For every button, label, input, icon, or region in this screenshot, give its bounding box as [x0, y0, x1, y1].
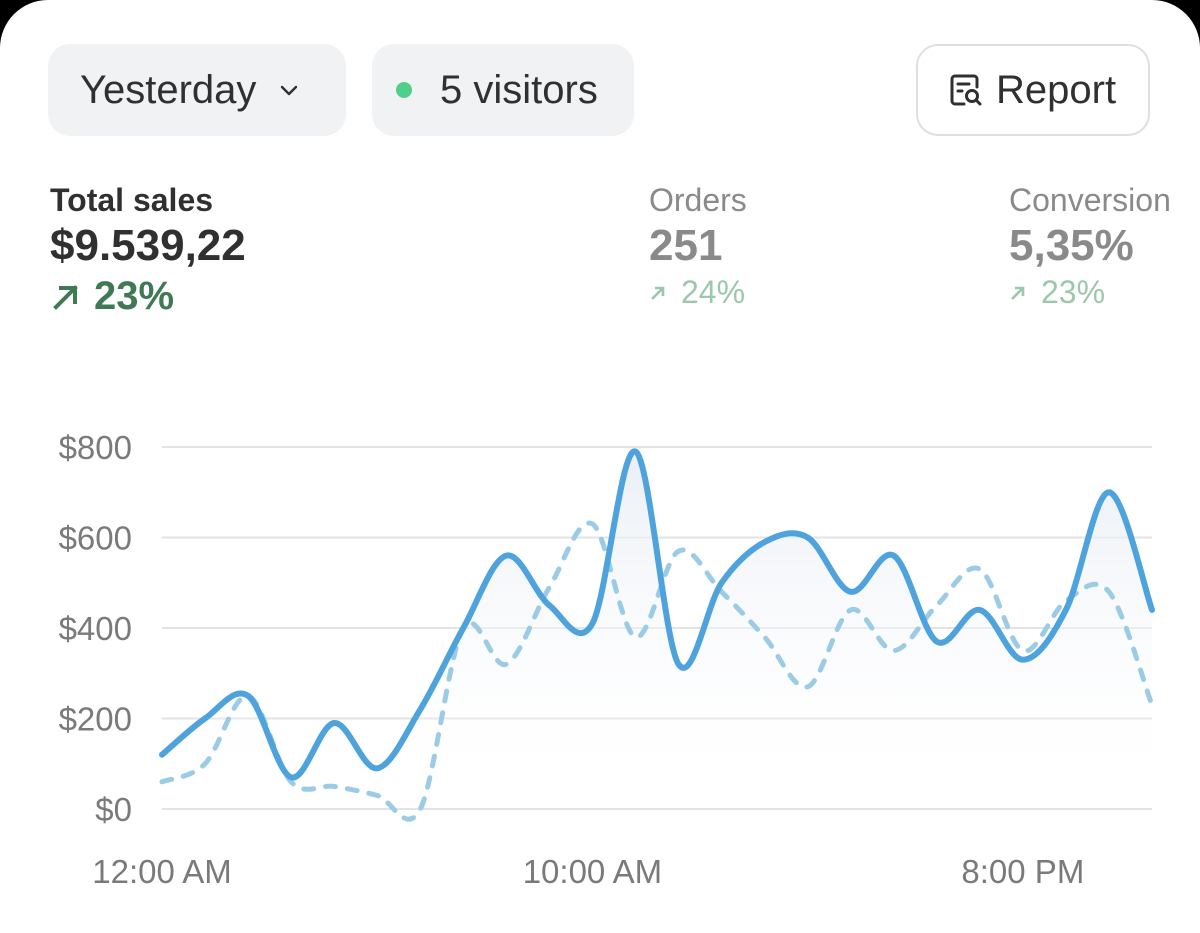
- y-tick-label: $400: [59, 610, 132, 647]
- metric-delta: 23%: [1009, 274, 1171, 311]
- live-dot-icon: [396, 82, 412, 98]
- date-range-dropdown[interactable]: Yesterday: [48, 44, 346, 136]
- live-visitors-badge[interactable]: 5 visitors: [372, 44, 634, 136]
- metric-total-sales[interactable]: Total sales $9.539,22 23%: [50, 182, 246, 319]
- metric-label: Conversion: [1009, 182, 1171, 218]
- sales-chart: $0 $200 $400 $600 $800 12:00 AM 10:00 AM 8:00 …: [59, 429, 1155, 890]
- metric-label: Orders: [649, 182, 747, 218]
- y-tick-label: $600: [59, 520, 132, 557]
- y-tick-label: $0: [95, 791, 132, 828]
- arrow-up-right-icon: [1011, 286, 1025, 300]
- metric-delta: 23%: [50, 274, 246, 319]
- metric-value: 251: [649, 221, 723, 270]
- metric-conversion[interactable]: Conversion 5,35% 23%: [1009, 182, 1171, 311]
- x-tick-label: 8:00 PM: [961, 853, 1084, 890]
- report-search-icon: [950, 74, 982, 106]
- x-tick-label: 12:00 AM: [92, 853, 231, 890]
- metric-delta: 24%: [649, 274, 747, 311]
- y-tick-label: $200: [59, 701, 132, 738]
- series-line-current: [159, 448, 1155, 781]
- metric-delta-value: 23%: [94, 274, 175, 318]
- metric-value: $9.539,22: [50, 221, 246, 270]
- x-tick-label: 10:00 AM: [523, 853, 662, 890]
- arrow-up-right-icon: [651, 286, 665, 300]
- report-button[interactable]: Report: [916, 44, 1150, 136]
- data-point: [1022, 650, 1024, 652]
- metric-value: 5,35%: [1009, 221, 1134, 270]
- arrow-up-right-icon: [53, 284, 78, 310]
- y-tick-label: $800: [59, 429, 132, 466]
- series-line-comparison: [159, 520, 1155, 822]
- data-point: [936, 604, 938, 606]
- metric-label: Total sales: [50, 182, 214, 218]
- metric-delta-value: 23%: [1041, 274, 1106, 310]
- date-range-label: Yesterday: [80, 67, 257, 112]
- metric-delta-value: 24%: [681, 274, 746, 310]
- metric-orders[interactable]: Orders 251 24%: [649, 182, 747, 311]
- visitors-label: 5 visitors: [440, 67, 598, 112]
- chevron-down-icon: [281, 85, 298, 96]
- report-label: Report: [996, 67, 1117, 112]
- series-area-fill: [162, 451, 1152, 809]
